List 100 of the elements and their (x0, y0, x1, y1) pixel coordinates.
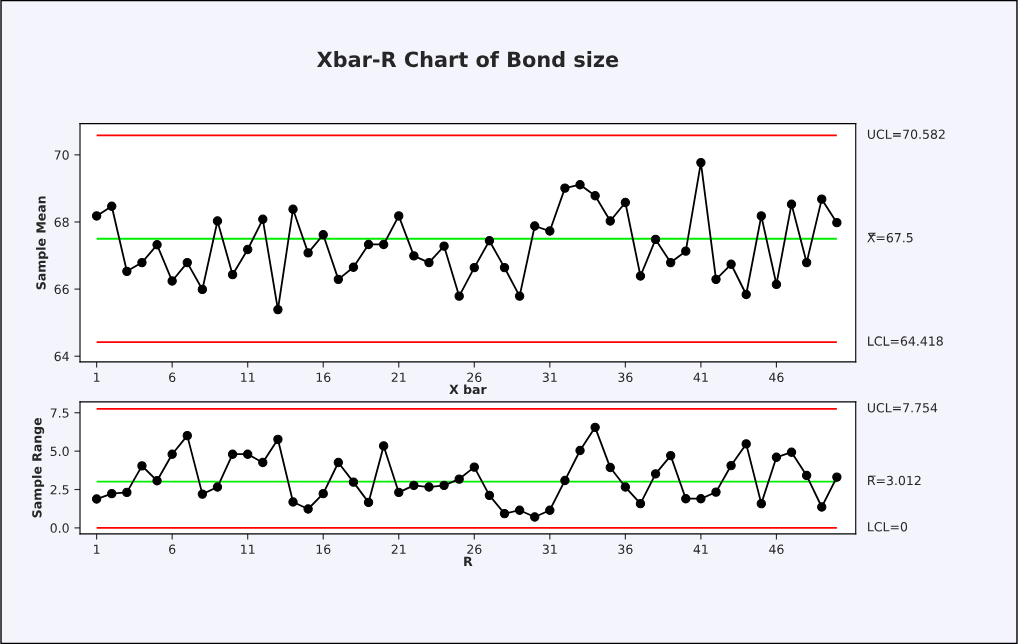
point (378, 441, 389, 451)
point (635, 498, 646, 509)
point (91, 211, 102, 221)
point (620, 197, 631, 208)
point (832, 472, 842, 482)
point (288, 204, 298, 214)
x-tick-label: 11 (241, 372, 255, 382)
point (273, 434, 283, 444)
point (711, 274, 721, 285)
point (182, 257, 192, 268)
x-tick-label: 41 (693, 372, 708, 382)
point (122, 487, 132, 498)
point (499, 262, 510, 273)
point (575, 445, 585, 456)
point (726, 259, 736, 269)
x-tick-label: 31 (542, 544, 557, 554)
x-tick-label: 36 (618, 372, 633, 383)
point (560, 183, 570, 193)
point (197, 284, 208, 295)
point (514, 291, 525, 301)
point (378, 239, 389, 250)
ref-line-label: LCL=64.418 (868, 336, 943, 346)
point (137, 461, 147, 471)
x-tick-label: 31 (542, 372, 557, 383)
point (650, 234, 661, 245)
point (394, 211, 404, 221)
point (801, 470, 812, 481)
x-tick-label: 21 (391, 372, 406, 382)
point (696, 157, 706, 168)
point (167, 276, 177, 286)
point (711, 487, 721, 497)
x-tick-label: 46 (769, 372, 784, 383)
point (605, 462, 615, 473)
x-tick-label: 26 (467, 372, 482, 383)
point (258, 457, 268, 468)
point (665, 257, 676, 268)
point (832, 217, 842, 228)
point (303, 504, 313, 514)
point (620, 482, 631, 492)
x-tick-label: 16 (316, 372, 331, 383)
x-tick-label: 6 (169, 544, 176, 554)
point (212, 482, 223, 492)
point (439, 480, 449, 491)
point (801, 257, 812, 268)
point (107, 488, 117, 499)
point (696, 494, 706, 504)
x-tick-label: 36 (618, 544, 633, 554)
point (545, 505, 555, 515)
point (258, 214, 268, 224)
point (817, 194, 827, 204)
x-tick-label: 1 (94, 372, 100, 382)
point (454, 474, 464, 484)
y-tick-label: 2.5 (50, 484, 69, 495)
point (273, 304, 283, 315)
point (439, 241, 449, 251)
point (182, 430, 192, 441)
y-tick-label: 70 (54, 150, 69, 160)
ref-line-label: X̿=67.5 (867, 232, 913, 243)
point (741, 289, 751, 300)
point (771, 279, 782, 290)
x-tick-label: 16 (316, 544, 331, 554)
point (560, 475, 570, 486)
point (545, 226, 555, 236)
ref-line-label: UCL=7.754 (867, 403, 938, 413)
point (590, 422, 600, 433)
point (243, 244, 253, 255)
y-tick-label: 5.0 (50, 446, 69, 457)
x-tick-label: 11 (241, 544, 255, 554)
point (817, 502, 827, 512)
point (454, 291, 464, 301)
y-tick-label: 68 (54, 217, 69, 227)
point (605, 216, 615, 226)
point (665, 450, 676, 461)
point (756, 498, 766, 509)
point (530, 512, 540, 522)
point (107, 201, 117, 211)
x-tick-label: 21 (391, 544, 406, 554)
x-tick-label: 1 (94, 544, 100, 554)
point (303, 248, 313, 258)
point (212, 216, 223, 226)
point (394, 487, 404, 498)
point (469, 462, 479, 472)
x-tick-label: 41 (693, 544, 708, 554)
point (681, 494, 691, 504)
point (681, 246, 691, 256)
point (469, 262, 479, 273)
y-tick-label: 64 (54, 351, 69, 362)
point (771, 452, 782, 462)
point (152, 240, 162, 250)
point (137, 257, 147, 268)
point (333, 274, 344, 285)
point (756, 211, 766, 221)
chart-title: Xbar-R Chart of Bond size (317, 51, 619, 68)
point (152, 476, 162, 486)
y-tick-label: 0.0 (50, 523, 69, 533)
x-tick-label: 26 (467, 544, 482, 554)
ref-line-label: UCL=70.582 (867, 129, 945, 139)
point (741, 439, 751, 449)
y-tick-label: 66 (54, 284, 69, 295)
point (348, 262, 359, 272)
